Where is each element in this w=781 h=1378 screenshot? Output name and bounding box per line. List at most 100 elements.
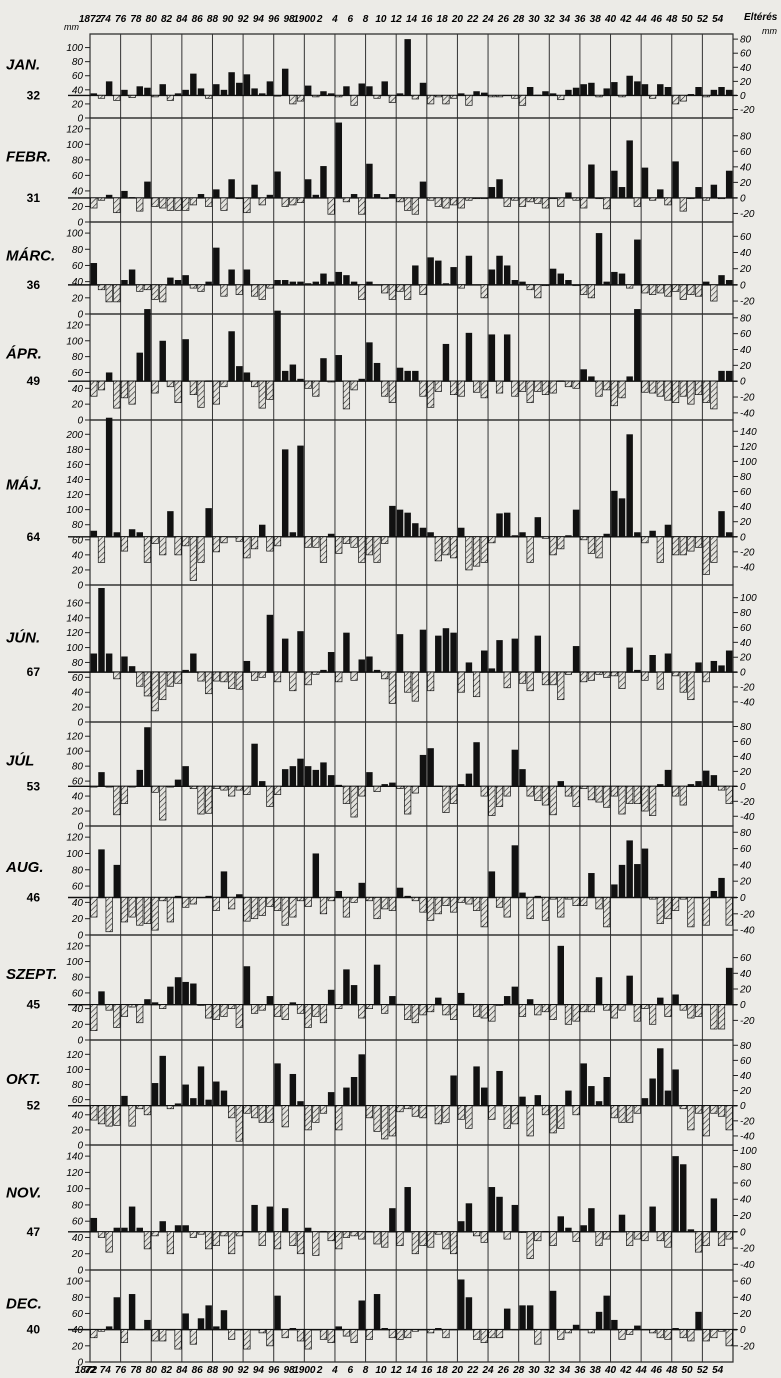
right-tick-label: -40 xyxy=(740,812,755,823)
bar-below-mean xyxy=(289,197,297,206)
bar-above-mean xyxy=(251,88,258,96)
bar-below-mean xyxy=(503,785,511,797)
bar-below-mean xyxy=(717,1105,726,1117)
bar-below-mean xyxy=(488,536,496,544)
bar-above-mean xyxy=(618,498,626,537)
bar-below-mean xyxy=(97,1329,106,1332)
bar-above-mean xyxy=(626,75,633,96)
x-tick-label-top: 46 xyxy=(650,14,663,25)
bar-below-mean xyxy=(120,536,129,552)
bar-below-mean xyxy=(266,536,274,552)
bar-below-mean xyxy=(427,380,435,408)
bar-below-mean xyxy=(679,536,687,556)
bar-below-mean xyxy=(664,197,672,206)
right-tick-label: 20 xyxy=(739,877,752,888)
bar-below-mean xyxy=(197,785,205,815)
bar-above-mean xyxy=(473,742,480,787)
bar-above-mean xyxy=(113,864,121,898)
left-tick-label: 60 xyxy=(72,71,84,82)
bar-below-mean xyxy=(472,671,481,698)
bar-below-mean xyxy=(220,197,228,211)
mean-label: 46 xyxy=(27,890,41,904)
bar-below-mean xyxy=(717,1329,726,1332)
right-tick-label: -20 xyxy=(740,683,755,694)
bar-below-mean xyxy=(587,536,595,554)
bar-above-mean xyxy=(603,1295,610,1330)
left-tick-label: 100 xyxy=(66,1065,83,1076)
bar-above-mean xyxy=(121,280,128,285)
bar-below-mean xyxy=(656,536,664,563)
right-tick-label: 40 xyxy=(740,345,752,356)
bar-below-mean xyxy=(534,284,542,299)
bar-above-mean xyxy=(519,532,526,537)
left-tick-label: 40 xyxy=(72,186,84,197)
left-tick-label: 40 xyxy=(72,1110,84,1121)
bar-below-mean xyxy=(442,197,450,209)
bar-below-mean xyxy=(702,1231,710,1246)
bar-below-mean xyxy=(427,197,435,201)
bar-above-mean xyxy=(419,527,427,537)
bar-above-mean xyxy=(542,1329,549,1331)
bar-above-mean xyxy=(98,772,105,787)
mean-label: 45 xyxy=(27,998,41,1012)
bar-below-mean xyxy=(166,897,174,923)
bar-below-mean xyxy=(205,95,213,99)
bar-below-mean xyxy=(365,897,373,902)
bar-above-mean xyxy=(496,513,503,537)
bar-above-mean xyxy=(404,1187,411,1232)
right-tick-label: 0 xyxy=(740,1101,746,1112)
bar-above-mean xyxy=(718,511,725,537)
bar-below-mean xyxy=(381,897,389,910)
bar-below-mean xyxy=(243,897,251,922)
left-tick-label: 20 xyxy=(71,1341,84,1352)
bar-below-mean xyxy=(442,536,450,556)
bar-above-mean xyxy=(634,81,641,96)
bar-below-mean xyxy=(503,197,511,207)
bar-above-mean xyxy=(503,265,511,285)
bar-above-mean xyxy=(312,769,320,787)
left-tick-label: 60 xyxy=(72,368,84,379)
bar-above-mean xyxy=(511,986,519,1005)
left-tick-label: 60 xyxy=(72,535,84,546)
left-tick-label: 0 xyxy=(77,581,83,592)
bar-below-mean xyxy=(105,785,113,788)
right-tick-label: 80 xyxy=(740,828,752,839)
bar-above-mean xyxy=(511,749,519,787)
bar-below-mean xyxy=(587,785,595,801)
bar-above-mean xyxy=(611,271,618,285)
bar-above-mean xyxy=(427,1105,434,1107)
bar-above-mean xyxy=(327,652,335,673)
right-tick-label: 40 xyxy=(740,502,752,513)
bar-above-mean xyxy=(228,269,235,285)
bar-above-mean xyxy=(435,635,442,673)
bar-below-mean xyxy=(350,380,358,391)
bar-below-mean xyxy=(97,1105,106,1125)
bar-above-mean xyxy=(473,91,480,96)
x-tick-label-bottom: 88 xyxy=(207,1365,219,1376)
right-tick-label: 80 xyxy=(740,1162,752,1173)
bar-below-mean xyxy=(228,1105,236,1119)
bar-above-mean xyxy=(304,766,312,787)
bar-above-mean xyxy=(526,87,534,96)
bar-below-mean xyxy=(273,785,282,795)
bar-below-mean xyxy=(687,897,695,928)
left-tick-label: 100 xyxy=(66,957,83,968)
bar-above-mean xyxy=(572,646,580,673)
bar-above-mean xyxy=(350,281,358,285)
bar-below-mean xyxy=(427,1329,435,1334)
bar-below-mean xyxy=(518,1004,527,1017)
bar-below-mean xyxy=(702,1105,710,1137)
x-tick-label-bottom: 92 xyxy=(238,1365,250,1376)
bar-below-mean xyxy=(472,197,481,200)
left-tick-label: 20 xyxy=(71,293,84,304)
bar-above-mean xyxy=(419,82,427,96)
bar-below-mean xyxy=(373,1105,381,1132)
left-tick-label: 160 xyxy=(66,460,83,471)
bar-above-mean xyxy=(649,530,656,537)
bar-below-mean xyxy=(618,1004,626,1011)
x-tick-label-bottom: 80 xyxy=(146,1365,158,1376)
bar-below-mean xyxy=(182,197,190,211)
bar-below-mean xyxy=(503,1105,511,1129)
bar-above-mean xyxy=(435,1328,442,1330)
bar-above-mean xyxy=(404,512,411,537)
